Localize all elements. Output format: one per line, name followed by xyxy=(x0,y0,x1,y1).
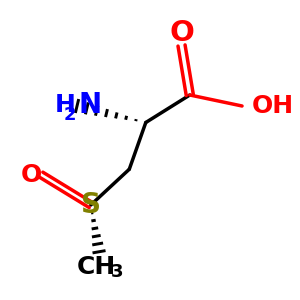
Text: CH: CH xyxy=(77,255,116,279)
Text: S: S xyxy=(81,191,101,219)
Text: OH: OH xyxy=(252,94,294,118)
Text: 2: 2 xyxy=(63,106,76,124)
Text: N: N xyxy=(78,91,101,118)
Text: O: O xyxy=(21,163,42,187)
Text: 3: 3 xyxy=(111,263,123,281)
Text: O: O xyxy=(169,19,194,47)
Text: H: H xyxy=(55,93,76,117)
